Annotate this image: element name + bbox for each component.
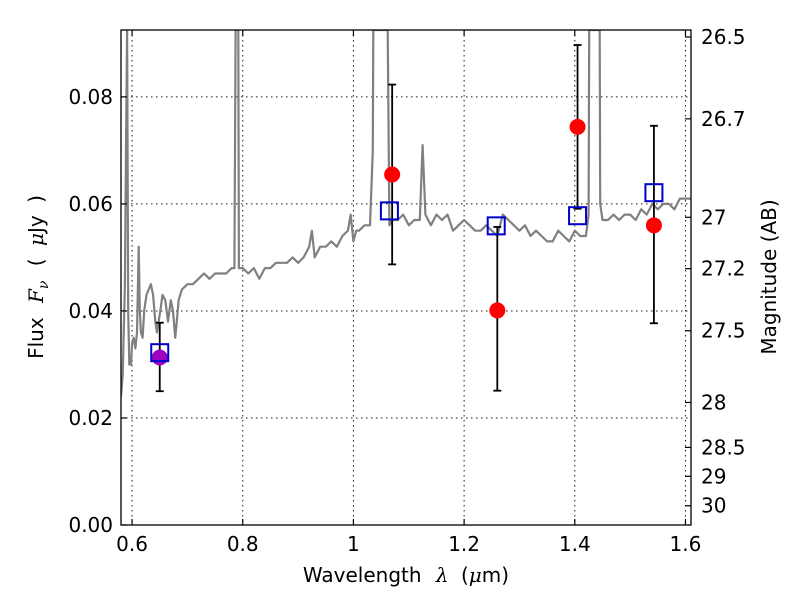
right-y-tick-label: 27 [701,205,726,229]
model-point [150,343,170,363]
points-layer [150,118,664,366]
y-tick-label: 0.00 [68,513,113,537]
x-tick-label: 1.6 [670,532,702,556]
observed-point [384,166,401,183]
observed-point [569,118,586,135]
spectrum-layer [121,30,691,397]
y-axis-label-unit-close: ) [24,195,48,203]
x-axis-label: Wavelength λ (μm) [303,563,509,587]
model-point [486,216,506,236]
y-axis-label-symbol-sub: ν [36,280,52,289]
x-tick-label: 0.6 [116,532,148,556]
spectrum-line [121,30,691,397]
model-point [379,201,399,221]
y-tick-label: 0.04 [68,299,113,323]
grid-layer [121,30,691,525]
x-axis-label-unit-rest: m) [482,563,509,587]
model-point [568,206,588,226]
observed-point [151,349,168,366]
right-y-axis-label: Magnitude (AB) [757,199,781,354]
y-axis-label-symbol: F [24,288,48,304]
right-y-tick-label: 28.5 [701,435,746,459]
x-tick-label: 1.2 [448,532,480,556]
x-tick-label: 0.8 [227,532,259,556]
right-y-tick-label: 26.5 [701,25,746,49]
y-tick-label: 0.08 [68,85,113,109]
right-y-tick-label: 28 [701,390,726,414]
model-point [644,183,664,203]
x-axis-label-unit-open: ( [461,563,469,587]
y-axis-label-unit-open: ( [24,258,48,266]
x-axis-label-unit-mu: μ [469,563,482,587]
y-axis-label-unit-rest: Jy [24,215,48,235]
observed-point [645,217,662,234]
right-y-tick-label: 27.2 [701,257,746,281]
y-axis-label: Flux Fν ( μJy ) [24,195,53,359]
ticks-layer: 0.6 0.8 1 1.2 1.4 1.6 0.00 0.02 0.04 0.06 0.08 26.5… [68,25,745,556]
observed-point [489,302,506,319]
plot-frame [120,29,692,526]
y-tick-label: 0.06 [68,192,113,216]
y-tick-label: 0.02 [68,406,113,430]
x-axis-label-text: Wavelength [303,563,422,587]
right-y-tick-label: 29 [701,464,726,488]
x-axis-label-symbol: λ [435,563,449,587]
y-axis-label-text: Flux [24,317,48,359]
y-axis-label-unit-mu: μ [24,233,48,246]
x-tick-label: 1.4 [559,532,591,556]
x-tick-label: 1 [347,532,360,556]
right-y-tick-label: 30 [701,494,726,518]
right-y-tick-label: 26.7 [701,107,746,131]
right-y-tick-label: 27.5 [701,319,746,343]
